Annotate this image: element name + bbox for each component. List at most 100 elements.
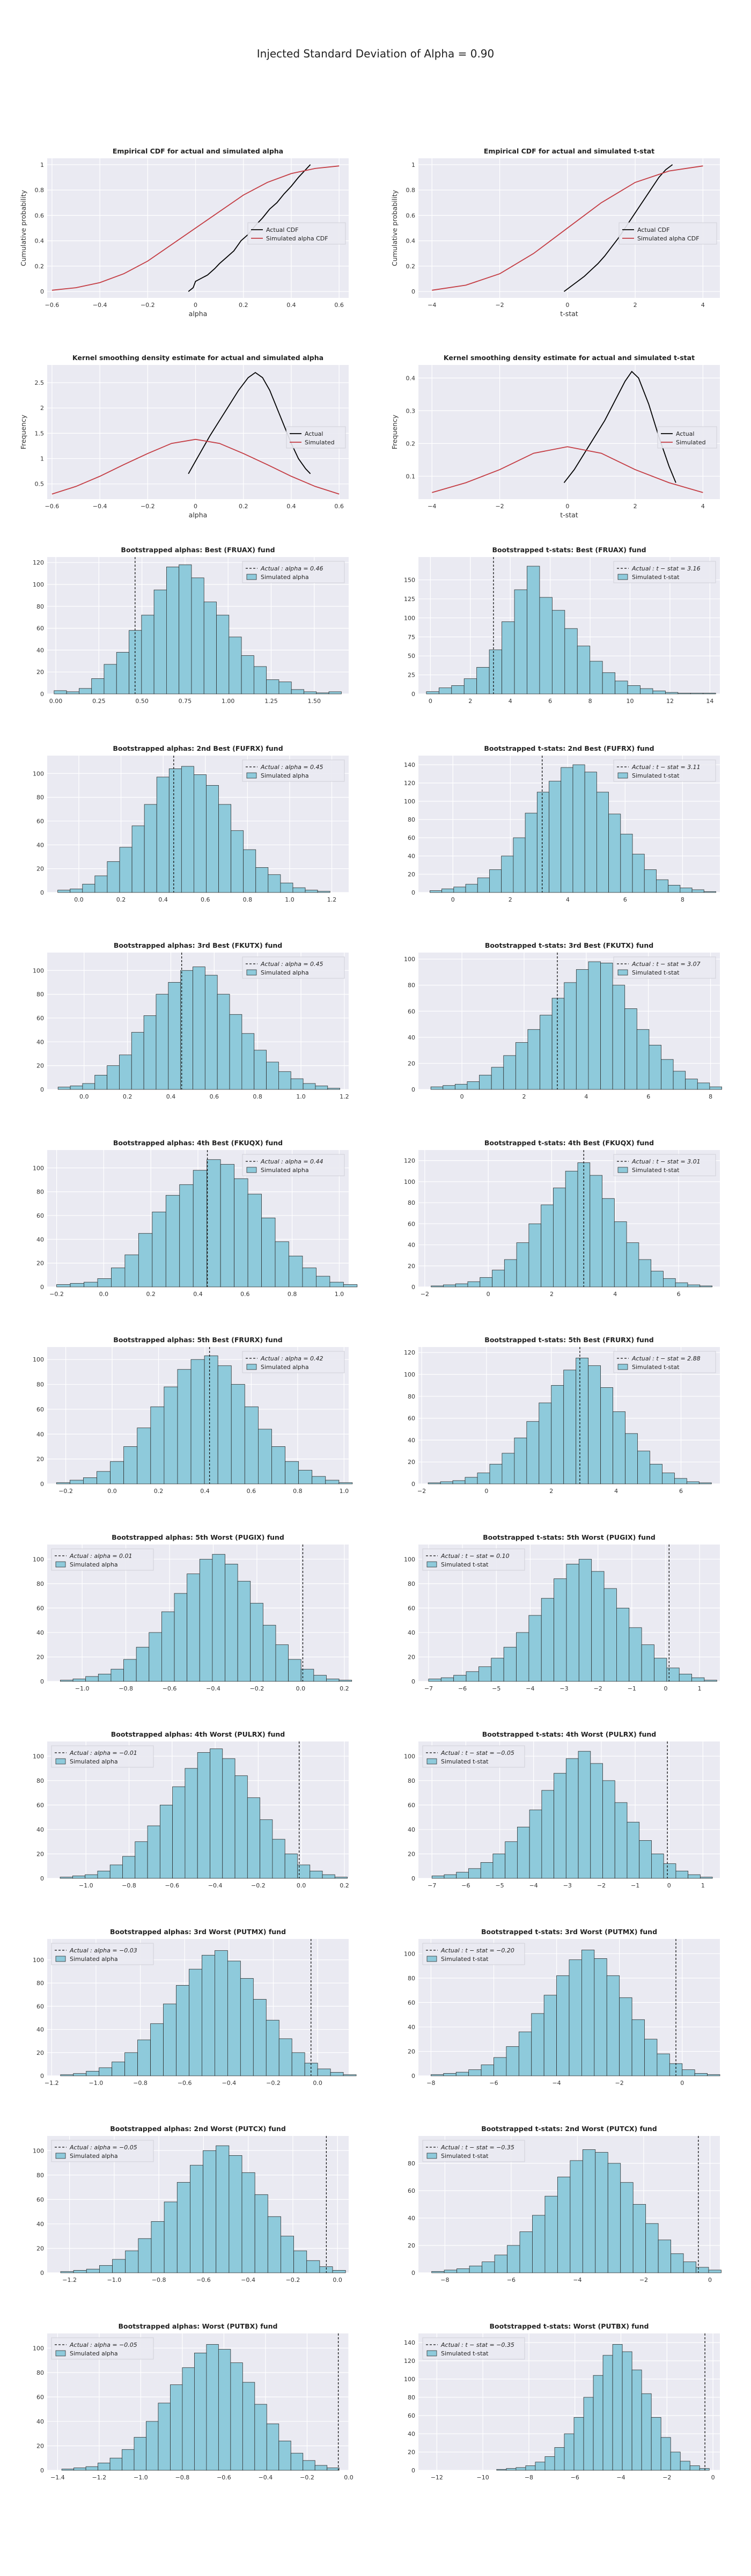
x-tick-label: 0 bbox=[565, 302, 569, 309]
subplot-1: −0.6 −0.4 −0.2 0 0.2 0.4 0.6 0 0.2 0.4 0.6 0.8 1 Empi… bbox=[19, 147, 349, 318]
histogram-bar bbox=[663, 1863, 676, 1879]
subplot-title: Bootstrapped alphas: 4th Best (FKUQX) fu… bbox=[113, 1139, 283, 1147]
histogram-bar bbox=[554, 1773, 566, 1879]
histogram-bar bbox=[551, 1385, 564, 1484]
histogram-bar bbox=[703, 693, 716, 694]
histogram-bar bbox=[680, 888, 693, 893]
histogram-bar bbox=[619, 1997, 632, 2076]
histogram-bar bbox=[280, 882, 293, 893]
legend: Actual : alpha = 0.46 Simulated alpha bbox=[242, 561, 345, 583]
histogram-bar bbox=[94, 875, 108, 893]
histogram-bar bbox=[281, 2236, 294, 2273]
histogram-bar bbox=[478, 1666, 492, 1682]
x-tick-label: 4 bbox=[614, 1488, 618, 1495]
y-tick-label: 40 bbox=[408, 1629, 415, 1636]
subplot-title: Bootstrapped t-stats: 4th Worst (PULRX) … bbox=[482, 1730, 656, 1738]
histogram-bar bbox=[572, 764, 585, 893]
histogram-bar bbox=[94, 1074, 107, 1090]
legend-label: Simulated t-stat bbox=[441, 2153, 489, 2160]
x-tick-label: −2 bbox=[417, 1488, 426, 1495]
y-tick-label: 100 bbox=[33, 1753, 44, 1760]
histogram-bar bbox=[612, 2344, 623, 2471]
histogram-bar bbox=[272, 1839, 285, 1879]
histogram-bar bbox=[694, 2073, 708, 2076]
series-line-sim bbox=[51, 165, 340, 291]
y-tick-label: 40 bbox=[408, 853, 415, 860]
histogram-bar bbox=[285, 1461, 299, 1484]
histogram-bars bbox=[431, 1751, 713, 1879]
histogram-bar bbox=[338, 1482, 353, 1484]
histogram-bar bbox=[544, 2196, 558, 2273]
y-tick-label: 0 bbox=[40, 691, 44, 698]
legend-swatch bbox=[246, 1364, 257, 1370]
histogram-bar bbox=[536, 792, 549, 893]
y-tick-label: 0 bbox=[40, 1875, 44, 1882]
histogram-bar bbox=[627, 1821, 640, 1879]
subplot-title: Bootstrapped t-stats: Worst (PUTBX) fund bbox=[490, 2322, 649, 2330]
y-tick-label: 0.1 bbox=[406, 473, 416, 480]
legend-label: Actual : t − stat = 2.88 bbox=[631, 1355, 701, 1362]
histogram-bar bbox=[262, 1624, 276, 1682]
histogram-bar bbox=[56, 1284, 71, 1287]
x-tick-label: 0.0 bbox=[296, 1685, 306, 1692]
legend-label: Simulated t-stat bbox=[632, 1167, 680, 1174]
histogram-bar bbox=[247, 1797, 261, 1879]
legend: Actual Simulated bbox=[657, 426, 717, 449]
histogram-bar bbox=[210, 1748, 223, 1879]
histogram-bar bbox=[109, 2457, 122, 2471]
y-tick-label: 60 bbox=[408, 1605, 415, 1612]
histogram-bar bbox=[430, 890, 443, 893]
histogram-bar bbox=[70, 1085, 83, 1090]
legend-label: Actual CDF bbox=[266, 226, 298, 233]
y-tick-label: 140 bbox=[404, 762, 415, 769]
x-tick-label: −0.8 bbox=[133, 2080, 148, 2087]
histogram-bar bbox=[57, 1087, 71, 1090]
histogram-bar bbox=[554, 1578, 567, 1682]
histogram-bar bbox=[654, 1658, 667, 1682]
x-tick-label: −0.2 bbox=[251, 1882, 266, 1889]
histogram-bar bbox=[185, 1768, 198, 1879]
histogram-bar bbox=[206, 785, 219, 893]
histogram-bar bbox=[529, 1810, 542, 1879]
histogram-bar bbox=[553, 1188, 566, 1287]
y-tick-label: 150 bbox=[404, 577, 415, 584]
histogram-bar bbox=[54, 690, 67, 694]
histogram-bar bbox=[161, 1611, 175, 1682]
histogram-bar bbox=[663, 1278, 676, 1287]
histogram-bar bbox=[207, 1159, 221, 1287]
histogram-bar bbox=[564, 628, 578, 694]
legend-label: Simulated t-stat bbox=[441, 2350, 489, 2357]
x-tick-label: −6 bbox=[489, 2080, 498, 2087]
histogram-bar bbox=[581, 1950, 595, 2076]
histogram-bar bbox=[257, 1429, 272, 1484]
histogram-bar bbox=[602, 1780, 615, 1879]
legend-box bbox=[613, 561, 716, 583]
histogram-bar bbox=[544, 2456, 555, 2471]
subplot-title: Empirical CDF for actual and simulated a… bbox=[113, 147, 283, 155]
histogram-bar bbox=[334, 1877, 348, 1879]
histogram-bar bbox=[709, 1086, 722, 1090]
subplot-4: −4 −2 0 2 4 0.1 0.2 0.3 0.4 Kernel smoothing dens… bbox=[391, 354, 720, 519]
x-tick-label: −6 bbox=[461, 1882, 470, 1889]
histogram-bar bbox=[72, 1876, 86, 1879]
histogram-bars bbox=[426, 566, 716, 694]
histogram-bar bbox=[531, 2013, 544, 2076]
histogram-bar bbox=[686, 1481, 700, 1484]
x-tick-label: 0.4 bbox=[200, 1488, 210, 1495]
x-tick-label: −0.2 bbox=[49, 1291, 64, 1298]
y-tick-label: 80 bbox=[408, 2160, 415, 2167]
histogram-bar bbox=[557, 2177, 571, 2273]
histogram-bar bbox=[566, 1564, 579, 1682]
legend-label: Actual : alpha = 0.42 bbox=[260, 1355, 323, 1362]
histogram-bar bbox=[70, 1283, 84, 1287]
x-tick-label: −2 bbox=[495, 302, 504, 309]
histogram-bar bbox=[216, 2145, 230, 2273]
x-tick-label: 0 bbox=[565, 503, 569, 510]
x-tick-label: 8 bbox=[681, 896, 684, 903]
histogram-bar bbox=[569, 1959, 582, 2076]
x-tick-label: −7 bbox=[424, 1685, 433, 1692]
histogram-bar bbox=[590, 1175, 602, 1287]
x-tick-label: 0.25 bbox=[92, 698, 106, 705]
